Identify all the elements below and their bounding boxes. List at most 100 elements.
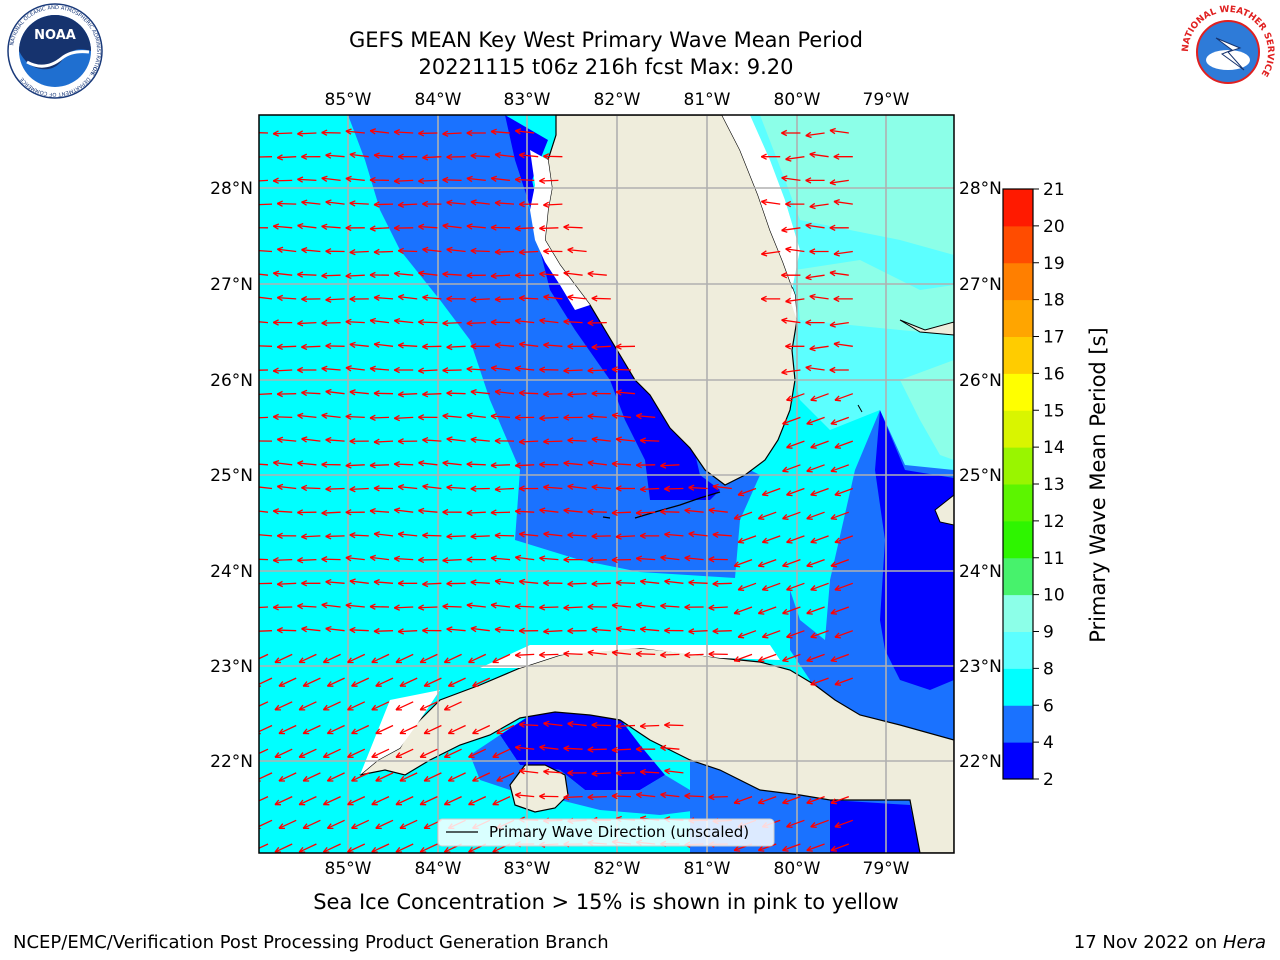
wave-arrow — [374, 343, 394, 347]
wave-arrow — [371, 796, 390, 806]
wave-arrow — [395, 653, 414, 664]
wave-arrow — [660, 746, 680, 750]
wave-arrow — [297, 321, 317, 325]
wave-arrow — [543, 296, 563, 300]
wave-arrow — [810, 630, 829, 638]
wave-arrow — [444, 701, 462, 711]
wave-arrow — [616, 391, 636, 395]
wave-arrow — [422, 439, 442, 442]
wave-arrow — [277, 438, 297, 442]
chart-title: GEFS MEAN Key West Primary Wave Mean Per… — [349, 28, 863, 52]
wave-arrow — [830, 416, 850, 425]
wave-arrow — [274, 843, 293, 853]
wave-arrow — [398, 486, 418, 490]
wave-arrow — [301, 438, 321, 442]
wave-arrow — [543, 393, 563, 395]
wave-arrow — [636, 604, 656, 608]
wave-arrow — [470, 391, 490, 395]
colorbar-tick-label: 2 — [1043, 770, 1054, 790]
wave-arrow — [519, 343, 539, 347]
wave-arrow — [519, 392, 539, 395]
lat-label-right: 28°N — [959, 179, 1002, 199]
wave-arrow — [712, 630, 732, 632]
longitude-labels-top: 85°W 84°W 83°W 82°W 81°W 80°W 79°W — [325, 90, 910, 110]
wave-arrow — [395, 701, 414, 711]
wave-arrow — [591, 628, 611, 632]
wave-arrow — [278, 724, 297, 735]
wave-arrow — [810, 535, 829, 544]
wave-arrow — [277, 582, 297, 585]
wave-arrow — [684, 557, 704, 561]
graticule — [259, 115, 954, 853]
wave-arrow — [297, 558, 317, 562]
wave-arrow — [277, 202, 297, 205]
wave-arrow — [259, 296, 273, 300]
wave-arrow — [810, 582, 829, 591]
colorbar-segment — [1003, 373, 1033, 411]
wave-arrow — [539, 416, 559, 420]
colorbar-label: Primary Wave Mean Period [s] — [1086, 327, 1110, 643]
wave-arrow — [660, 464, 680, 467]
wave-arrow — [684, 509, 704, 513]
wave-arrow — [491, 177, 511, 182]
wave-arrow — [543, 440, 563, 443]
wave-arrow — [349, 250, 369, 254]
wave-arrow — [587, 272, 607, 276]
lon-label-bottom: 84°W — [415, 859, 462, 879]
wave-arrow — [615, 535, 636, 538]
wave-arrow — [470, 250, 490, 253]
wave-arrow — [370, 319, 390, 324]
wave-arrow — [374, 533, 394, 537]
wave-arrow — [830, 558, 850, 567]
wave-arrow — [259, 273, 269, 276]
wave-arrow — [298, 748, 317, 758]
wave-arrow — [375, 677, 394, 687]
wave-arrow — [515, 178, 535, 182]
colorbar-tick-label: 12 — [1043, 512, 1065, 532]
wave-arrow — [370, 556, 390, 561]
wave-arrow — [259, 321, 269, 324]
wave-arrow — [515, 464, 535, 467]
wave-arrow — [374, 154, 394, 158]
wave-arrow — [591, 724, 611, 727]
wave-arrow — [640, 724, 660, 727]
wave-arrow — [302, 772, 321, 782]
wave-arrow — [615, 724, 636, 727]
wave-arrow — [782, 653, 801, 662]
wave-arrow — [806, 653, 825, 662]
wave-arrow — [762, 582, 781, 591]
lon-label-bottom: 81°W — [684, 859, 731, 879]
wave-direction-legend: Primary Wave Direction (unscaled) — [437, 818, 775, 847]
wave-arrow — [834, 630, 854, 638]
wave-arrow — [274, 748, 293, 758]
wave-arrow — [806, 416, 825, 425]
wave-arrow — [805, 274, 825, 279]
wave-arrow — [301, 628, 321, 632]
wave-arrow — [809, 153, 829, 158]
wave-arrow — [786, 487, 805, 496]
wave-arrow — [468, 796, 487, 806]
colorbar-segment — [1003, 705, 1033, 743]
wave-arrow — [466, 225, 486, 229]
wave-arrow — [494, 250, 515, 253]
wave-arrow — [519, 723, 539, 727]
latitude-labels-right: 28°N 27°N 26°N 25°N 24°N 23°N 22°N — [959, 179, 1002, 772]
wave-arrow — [418, 179, 438, 182]
wave-arrow — [543, 344, 563, 347]
wave-arrow — [345, 177, 365, 182]
wave-arrow — [830, 653, 850, 662]
wave-arrow — [761, 250, 781, 255]
wave-arrow — [491, 367, 511, 371]
wave-arrow — [758, 795, 777, 804]
wave-arrow — [466, 604, 486, 608]
colorbar-tick-label: 15 — [1043, 401, 1065, 421]
ocean-9-10s — [760, 115, 954, 255]
wave-arrow — [495, 390, 515, 395]
longitude-labels-bottom: 85°W 84°W 83°W 82°W 81°W 80°W 79°W — [325, 859, 910, 879]
lon-label-top: 83°W — [504, 90, 551, 110]
wave-arrow — [301, 487, 321, 490]
wave-arrow — [347, 701, 366, 711]
wave-arrow — [399, 819, 418, 829]
wave-arrow — [539, 273, 559, 276]
